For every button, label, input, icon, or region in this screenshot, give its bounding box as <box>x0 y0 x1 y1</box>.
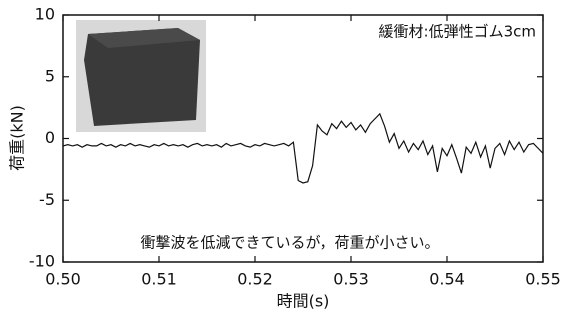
x-tick-label: 0.53 <box>333 270 369 289</box>
x-tick-label: 0.55 <box>525 270 561 289</box>
chart: 緩衝材:低弾性ゴム3cm 衝撃波を低減できているが，荷重が小さい。 時間(s) … <box>0 0 562 314</box>
x-tick-label: 0.52 <box>237 270 273 289</box>
x-tick-label: 0.50 <box>45 270 81 289</box>
y-tick-label: 10 <box>35 5 55 24</box>
photo-inset <box>76 20 206 132</box>
y-tick-label: 0 <box>45 128 55 147</box>
x-tick-label: 0.51 <box>141 270 177 289</box>
y-tick-label: 5 <box>45 66 55 85</box>
x-tick-label: 0.54 <box>429 270 465 289</box>
x-axis-label: 時間(s) <box>277 292 330 311</box>
y-tick-label: -10 <box>29 252 55 271</box>
y-tick-label: -5 <box>39 190 55 209</box>
note-annotation: 衝撃波を低減できているが，荷重が小さい。 <box>140 234 439 252</box>
material-annotation: 緩衝材:低弾性ゴム3cm <box>379 23 536 41</box>
y-axis-label: 荷重(kN) <box>8 105 27 171</box>
